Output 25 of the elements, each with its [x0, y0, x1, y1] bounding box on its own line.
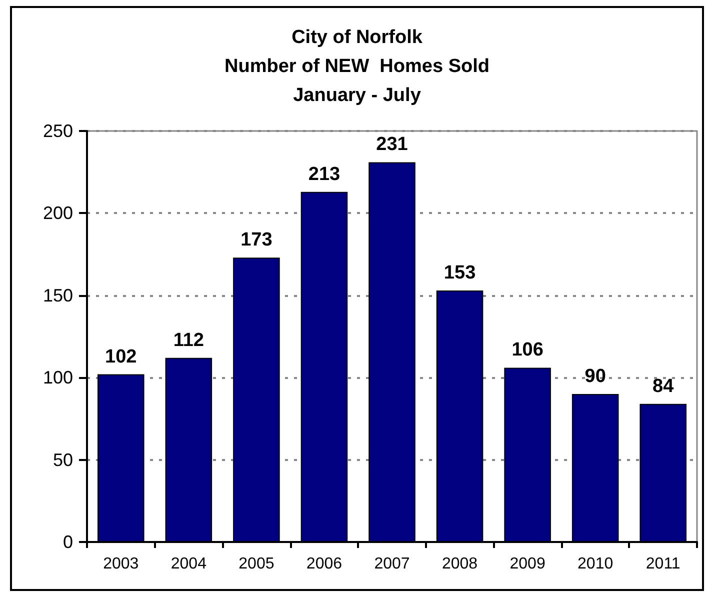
- x-tick-label: 2011: [646, 556, 680, 572]
- x-tick-label: 2008: [442, 556, 478, 572]
- data-label: 112: [173, 330, 204, 351]
- data-label: 106: [512, 340, 544, 361]
- x-tick-label: 2003: [103, 556, 139, 572]
- x-tick-label: 2009: [510, 556, 546, 572]
- x-tick-label: 2005: [238, 556, 274, 572]
- y-tick-label: 100: [42, 368, 73, 388]
- x-tick-label: 2004: [170, 556, 207, 572]
- chart-title: City of Norfolk Number of NEW Homes Sold January - July: [224, 27, 490, 106]
- data-label: 90: [584, 366, 606, 388]
- y-tick-label: 0: [62, 532, 73, 552]
- y-tick-label: 50: [52, 450, 73, 470]
- x-tick-label: 2010: [578, 556, 614, 572]
- x-tick-label: 2007: [374, 556, 410, 572]
- data-label: 102: [105, 346, 137, 368]
- y-tick-label: 250: [42, 121, 73, 141]
- y-tick-label: 150: [42, 285, 73, 306]
- data-label: 231: [376, 134, 408, 156]
- x-tick-label: 2006: [306, 556, 342, 572]
- y-tick-label: 200: [42, 203, 73, 224]
- data-label: 153: [444, 262, 476, 284]
- data-label: 173: [240, 230, 272, 251]
- data-label: 213: [308, 164, 340, 185]
- data-label: 84: [652, 376, 674, 397]
